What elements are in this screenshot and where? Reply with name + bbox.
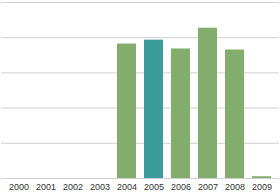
svg-text:2007: 2007 [198,182,218,192]
svg-text:2008: 2008 [225,182,245,192]
svg-text:2003: 2003 [90,182,110,192]
svg-text:2000: 2000 [9,182,29,192]
svg-text:2005: 2005 [144,182,164,192]
svg-text:2004: 2004 [117,182,137,192]
svg-text:2006: 2006 [171,182,191,192]
svg-text:2002: 2002 [63,182,83,192]
svg-text:2009: 2009 [252,182,272,192]
svg-text:2001: 2001 [36,182,56,192]
